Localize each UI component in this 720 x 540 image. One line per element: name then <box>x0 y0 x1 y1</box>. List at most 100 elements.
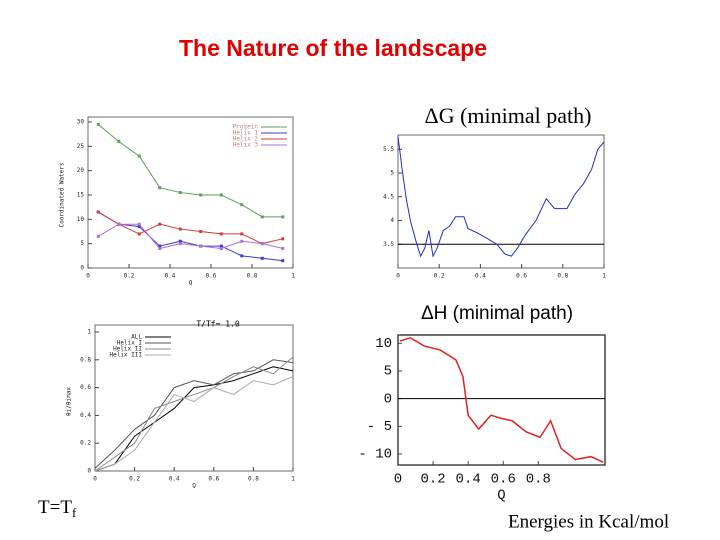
point-marker <box>281 237 285 241</box>
y-axis-label: Coordinated Waters <box>59 162 66 227</box>
point-marker <box>96 122 100 126</box>
plot-frame <box>397 134 605 269</box>
point-marker <box>199 230 203 233</box>
series-line <box>397 136 605 258</box>
point-marker <box>240 254 244 258</box>
x-tick-label: 0.4 <box>456 472 481 488</box>
legend-label: Helix II <box>113 346 142 353</box>
y-tick-label: 0.6 <box>80 384 91 391</box>
y-tick-label: - 10 <box>358 447 392 463</box>
point-marker <box>219 247 223 251</box>
point-marker <box>219 232 223 236</box>
y-tick-label: 5 <box>384 364 392 380</box>
point-marker <box>158 247 162 251</box>
y-tick-label: 5 <box>80 240 84 247</box>
point-marker <box>117 139 121 143</box>
point-marker <box>260 242 264 246</box>
series-line <box>94 366 294 472</box>
x-tick-label: 0.6 <box>206 273 217 280</box>
x-tick-label: 0.2 <box>420 472 445 488</box>
point-marker <box>240 239 244 243</box>
footnote-sub: f <box>72 505 77 520</box>
y-tick-label: 30 <box>77 119 85 126</box>
slide-title: The Nature of the landscape <box>179 35 487 61</box>
point-marker <box>281 259 285 263</box>
point-marker <box>199 193 203 197</box>
legend-label: Helix 1 <box>233 130 259 137</box>
x-tick-label: 0.8 <box>526 472 551 488</box>
point-marker <box>96 210 100 214</box>
x-tick-label: 0.6 <box>491 472 516 488</box>
chart: 0 5 10 15 20 25 30 0 0.2 0.4 0.6 0.8 1 Q Coordinated W… <box>59 116 295 287</box>
series-line <box>97 211 283 262</box>
point-marker <box>178 191 182 195</box>
y-tick-label: 1 <box>87 329 91 336</box>
x-tick-label: 0.6 <box>516 273 527 280</box>
x-tick-label: 1 <box>291 273 295 280</box>
point-marker <box>281 215 285 219</box>
chart-title: ΔH (minimal path) <box>421 303 573 324</box>
x-tick-label: 0.8 <box>248 476 259 483</box>
point-marker <box>178 242 182 246</box>
legend-label: Helix III <box>109 352 142 359</box>
legend-label: Helix 2 <box>233 136 259 143</box>
x-tick-label: 0 <box>93 476 97 483</box>
series-line <box>97 223 283 250</box>
point-marker <box>219 244 223 248</box>
legend-label: Protein <box>233 124 259 131</box>
x-tick-label: 0.8 <box>557 273 568 280</box>
plot-frame <box>397 334 606 466</box>
chart-title: ΔG (minimal path) <box>425 103 592 128</box>
x-axis-label: Q <box>192 483 196 490</box>
series-line <box>399 336 604 463</box>
x-tick-label: 1 <box>291 476 295 483</box>
y-tick-label: 10 <box>77 216 85 223</box>
chart: T/Tf= 1.0 0 0.2 0.4 0.6 0.8 1 0 0.2 0.4 0.6 0.8 1 Qθi… <box>66 320 296 490</box>
y-tick-label: 0.8 <box>80 356 91 363</box>
y-tick-label: 15 <box>77 192 85 199</box>
y-tick-label: - 5 <box>367 419 392 435</box>
series-line <box>94 356 294 472</box>
x-tick-label: 0.8 <box>247 273 258 280</box>
point-marker <box>137 222 141 226</box>
x-tick-label: 0.4 <box>475 273 486 280</box>
series-line <box>97 124 283 218</box>
series-line <box>97 211 283 245</box>
point-marker <box>96 234 100 238</box>
series-line <box>94 359 294 469</box>
point-marker <box>117 222 121 226</box>
y-tick-label: 0 <box>87 468 91 475</box>
x-tick-label: 0.4 <box>169 476 180 483</box>
point-marker <box>137 232 141 236</box>
point-marker <box>158 244 162 248</box>
y-tick-label: 25 <box>77 143 85 150</box>
point-marker <box>158 186 162 190</box>
footnote-right: Energies in Kcal/mol <box>508 511 669 532</box>
x-tick-label: 1 <box>602 273 606 280</box>
x-tick-label: 0.2 <box>124 273 135 280</box>
legend-label: Helix I <box>117 340 143 347</box>
x-tick-label: 0.4 <box>165 273 176 280</box>
y-tick-label: 0 <box>80 265 84 272</box>
y-tick-label: 10 <box>375 336 392 352</box>
x-tick-label: 0.2 <box>129 476 140 483</box>
series-line <box>94 376 294 472</box>
y-tick-label: 4 <box>390 217 394 224</box>
point-marker <box>178 239 182 243</box>
point-marker <box>158 222 162 226</box>
y-tick-label: 4.5 <box>383 193 394 200</box>
plot-frame <box>94 324 294 472</box>
point-marker <box>240 232 244 236</box>
x-tick-label: 0 <box>394 472 402 488</box>
y-tick-label: 0.4 <box>80 412 91 419</box>
chart-title: T/Tf= 1.0 <box>196 320 240 329</box>
y-tick-label: 3.5 <box>383 241 394 248</box>
plot-frame <box>87 116 294 269</box>
point-marker <box>240 203 244 207</box>
chart: ΔG (minimal path) 3.5 4 4.5 5 5.5 0 0.2 0.4 0.6 0.… <box>383 103 606 279</box>
legend-label: ALL <box>131 334 142 341</box>
point-marker <box>199 244 203 248</box>
point-marker <box>260 215 264 219</box>
